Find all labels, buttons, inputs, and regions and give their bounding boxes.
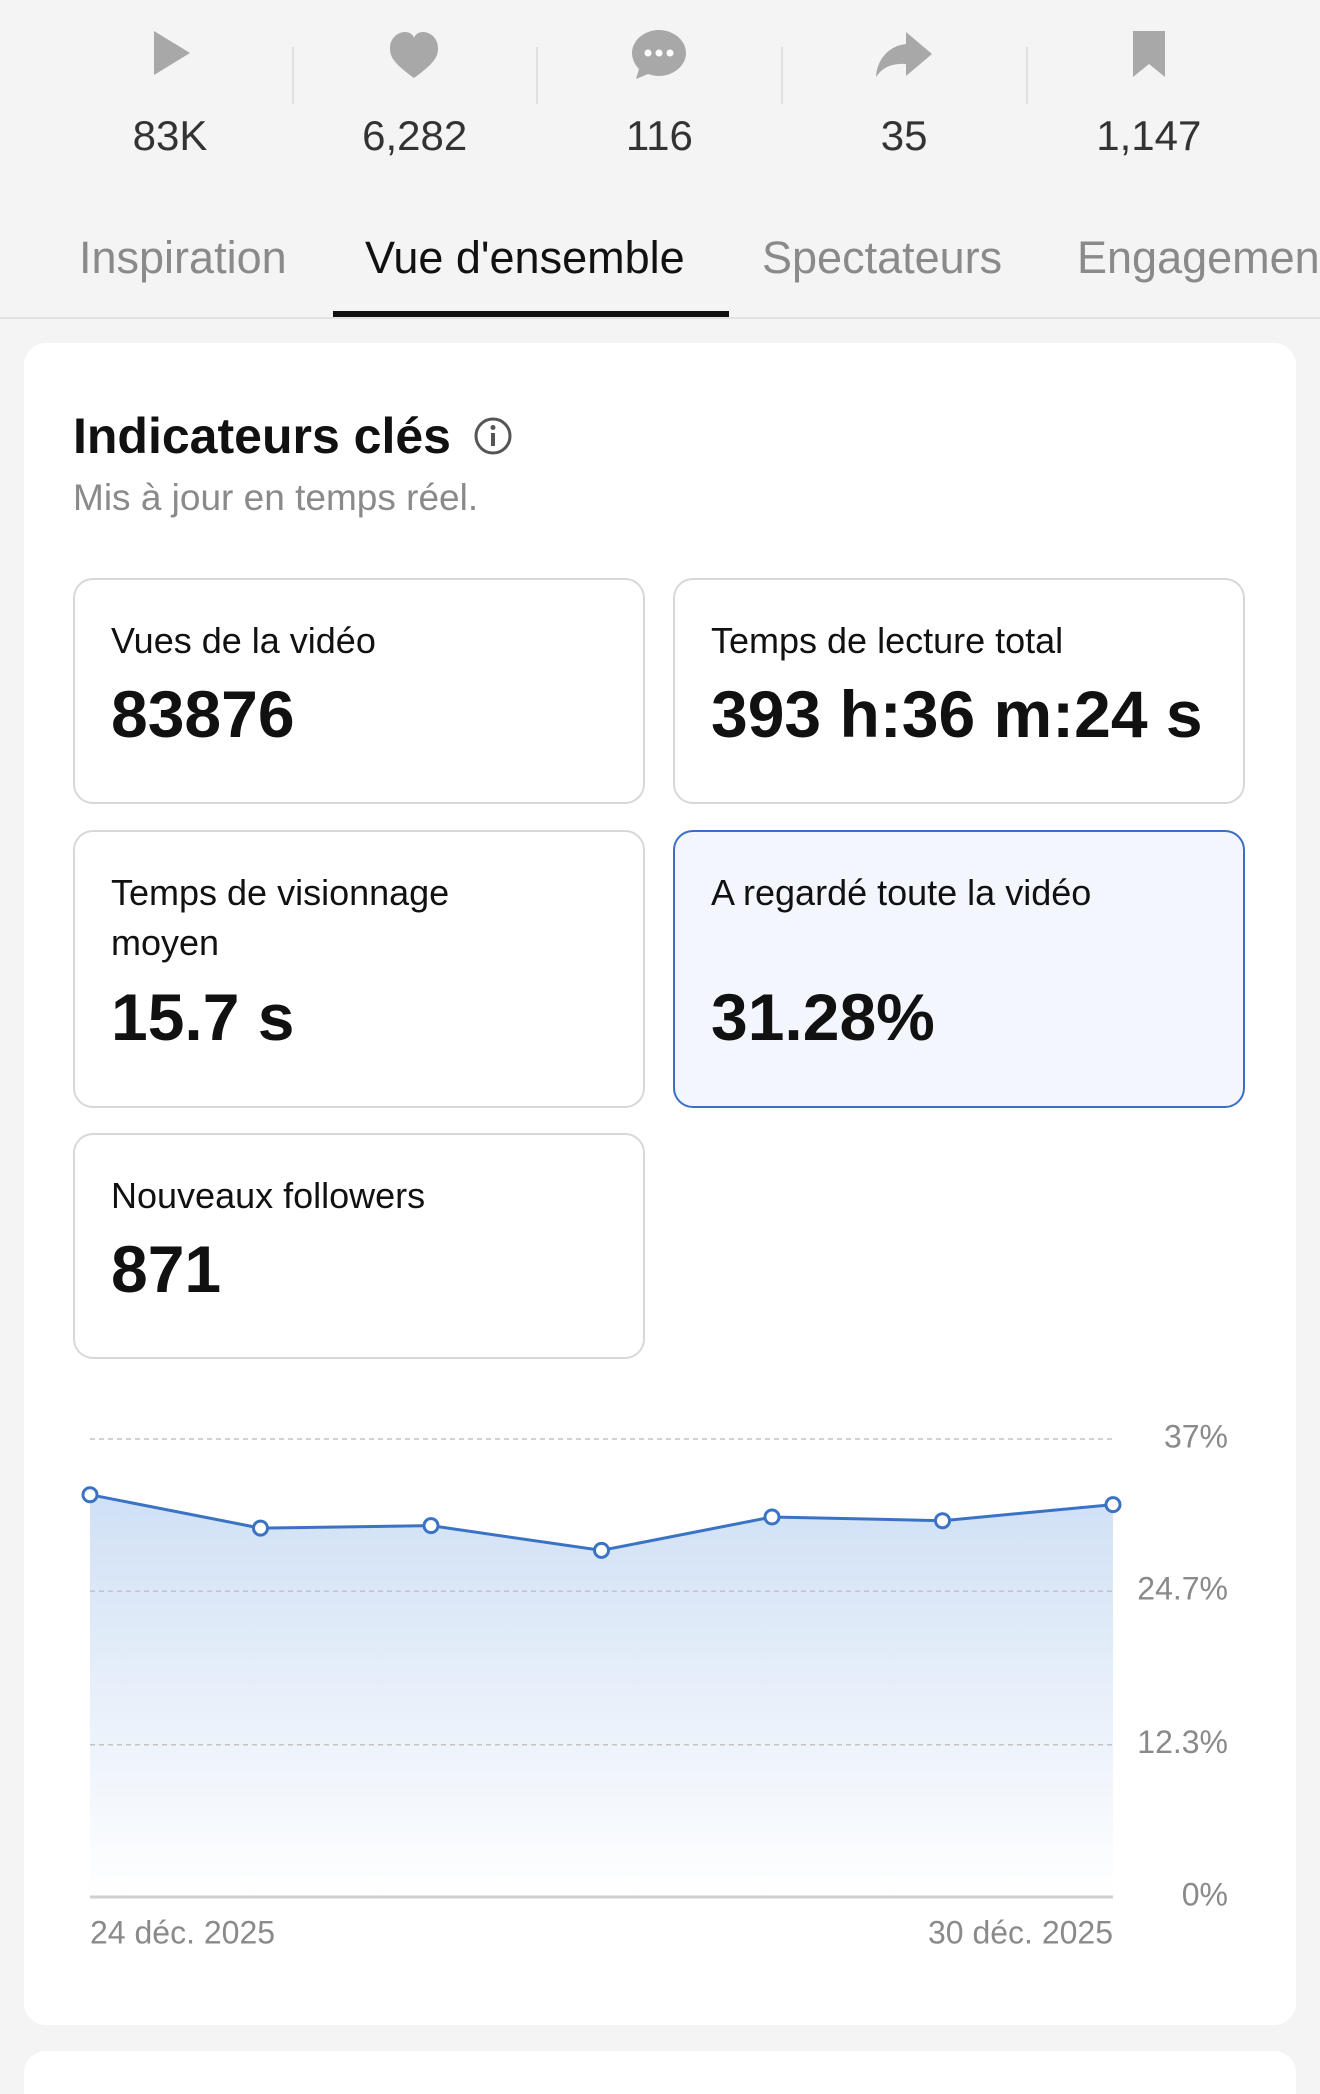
point <box>1104 1496 1122 1514</box>
area <box>90 1494 1113 1897</box>
divider <box>0 317 1320 319</box>
chart: 0% 12.3% 24.7% 37% 24 déc. 2025 30 déc. 2025 <box>81 1418 1228 1950</box>
point <box>81 1486 99 1504</box>
tab[interactable]: Vue d'ensemble <box>365 232 685 283</box>
tab-underline <box>333 311 729 317</box>
metric-label: A regardé toute la vidéo <box>711 872 1092 913</box>
metric-value: 871 <box>111 1232 222 1306</box>
stat-value: 6,282 <box>362 112 468 159</box>
info-icon[interactable] <box>472 415 514 457</box>
stat-value: 1,147 <box>1096 112 1202 159</box>
stat-value: 35 <box>880 112 928 159</box>
tab[interactable]: Spectateurs <box>762 232 1003 283</box>
metric-label: Nouveaux followers <box>111 1175 426 1216</box>
metric-value: 31.28% <box>711 980 935 1054</box>
y-tick-label: 37% <box>1164 1418 1228 1454</box>
card-subtitle: Mis à jour en temps réel. <box>73 477 479 518</box>
metric-value: 15.7 s <box>111 980 295 1054</box>
y-tick-label: 12.3% <box>1137 1724 1228 1760</box>
metric-card[interactable]: Temps de visionnage moyen 15.7 s <box>73 830 645 1108</box>
point <box>252 1519 269 1537</box>
metric-value: 83876 <box>111 677 295 751</box>
play-icon <box>154 31 190 75</box>
point <box>422 1517 440 1535</box>
point <box>593 1541 610 1559</box>
like-icon <box>390 32 438 78</box>
metric-card[interactable]: Temps de lecture total 393 h:36 m:24 s <box>673 578 1245 804</box>
point <box>934 1512 951 1530</box>
stat-value: 116 <box>625 112 693 159</box>
metric-label: Vues de la vidéo <box>111 620 376 661</box>
card-title: Indicateurs clés <box>73 408 451 464</box>
point <box>763 1508 781 1526</box>
y-tick-label: 0% <box>1182 1876 1228 1912</box>
x-tick-label: 30 déc. 2025 <box>928 1914 1113 1950</box>
y-tick-label: 24.7% <box>1137 1571 1228 1607</box>
stat-value: 83K <box>132 112 208 159</box>
stat-icons <box>154 30 1165 104</box>
metric-card[interactable]: A regardé toute la vidéo 31.28% <box>673 830 1245 1108</box>
tab[interactable]: Inspiration <box>79 232 287 283</box>
tab[interactable]: Engagement <box>1077 232 1320 283</box>
metric-value: 393 h:36 m:24 s <box>711 677 1203 751</box>
x-tick-label: 24 déc. 2025 <box>90 1914 275 1950</box>
metric-label: Temps de visionnage moyen <box>111 872 450 963</box>
metric-card[interactable]: Nouveaux followers 871 <box>73 1133 645 1359</box>
next-card <box>24 2051 1296 2094</box>
metric-label: Temps de lecture total <box>711 620 1064 661</box>
bookmark-icon <box>1133 31 1165 77</box>
share-icon <box>876 32 932 77</box>
metric-card[interactable]: Vues de la vidéo 83876 <box>73 578 645 804</box>
